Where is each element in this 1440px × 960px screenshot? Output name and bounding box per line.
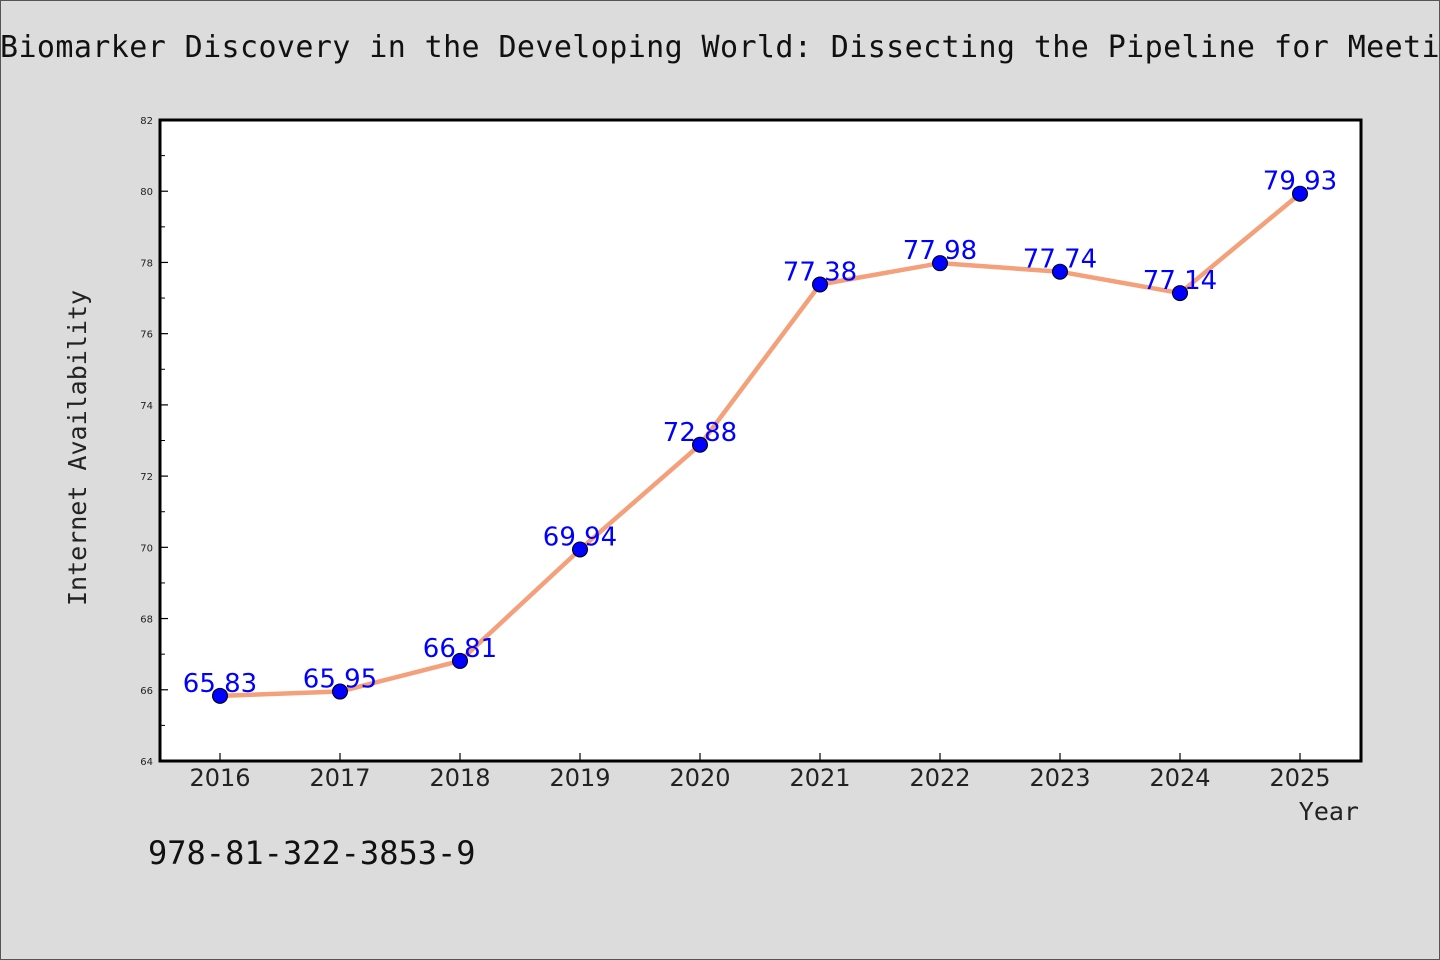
data-label: 77.14 [1143, 266, 1217, 296]
data-label: 65.95 [303, 665, 377, 695]
data-label: 77.38 [783, 258, 857, 288]
x-tick-label: 2018 [429, 764, 490, 792]
data-label: 77.98 [903, 236, 977, 266]
y-tick-label: 66 [140, 686, 153, 697]
x-tick-label: 2017 [309, 764, 370, 792]
data-point-marker [932, 255, 948, 272]
data-point-marker [1052, 263, 1068, 280]
data-point-marker [332, 683, 348, 700]
y-tick-label: 68 [140, 615, 153, 626]
x-tick-label: 2021 [789, 764, 850, 792]
data-label: 66.81 [423, 634, 497, 664]
y-tick-label: 72 [140, 472, 153, 483]
y-tick-label: 82 [140, 116, 153, 127]
x-tick-label: 2022 [909, 764, 970, 792]
data-labels: 65.83 65.95 66.81 69.94 72.88 77.38 77.98 77.74… [183, 167, 1337, 699]
data-point-marker [1292, 185, 1308, 202]
isbn-text: 978-81-322-3853-9 [148, 834, 476, 872]
y-tick-label: 74 [140, 401, 153, 412]
data-points [212, 185, 1308, 704]
x-tick-label: 2019 [549, 764, 610, 792]
data-label: 79.93 [1263, 167, 1337, 197]
data-point-marker [572, 541, 588, 558]
x-tick-label: 2024 [1149, 764, 1210, 792]
series-line [219, 191, 1302, 699]
y-axis-label: Internet Availability [63, 290, 92, 606]
data-label: 69.94 [543, 522, 617, 552]
data-point-marker [212, 687, 228, 704]
x-axis: 2016 2017 2018 2019 2020 2021 2022 2023 2024 2025 [189, 753, 1331, 792]
data-point-marker [452, 652, 468, 669]
x-axis-label: Year [1299, 797, 1359, 826]
y-tick-label: 76 [140, 330, 153, 341]
x-tick-label: 2020 [669, 764, 730, 792]
y-axis: 64 66 68 70 72 74 76 78 80 82 [140, 116, 168, 768]
data-label: 72.88 [663, 418, 737, 448]
y-tick-label: 70 [140, 543, 153, 554]
y-tick-label: 64 [140, 757, 153, 768]
plot-area [158, 118, 1363, 763]
data-point-marker [1172, 285, 1188, 302]
data-label: 65.83 [183, 669, 257, 699]
data-point-marker [812, 276, 828, 293]
x-tick-label: 2016 [189, 764, 250, 792]
chart-title: Biomarker Discovery in the Developing Wo… [0, 30, 1440, 65]
y-tick-label: 80 [140, 187, 153, 198]
data-label: 77.74 [1023, 245, 1097, 275]
x-tick-label: 2023 [1029, 764, 1090, 792]
y-tick-label: 78 [140, 258, 153, 269]
data-point-marker [692, 436, 708, 453]
x-tick-label: 2025 [1269, 764, 1330, 792]
